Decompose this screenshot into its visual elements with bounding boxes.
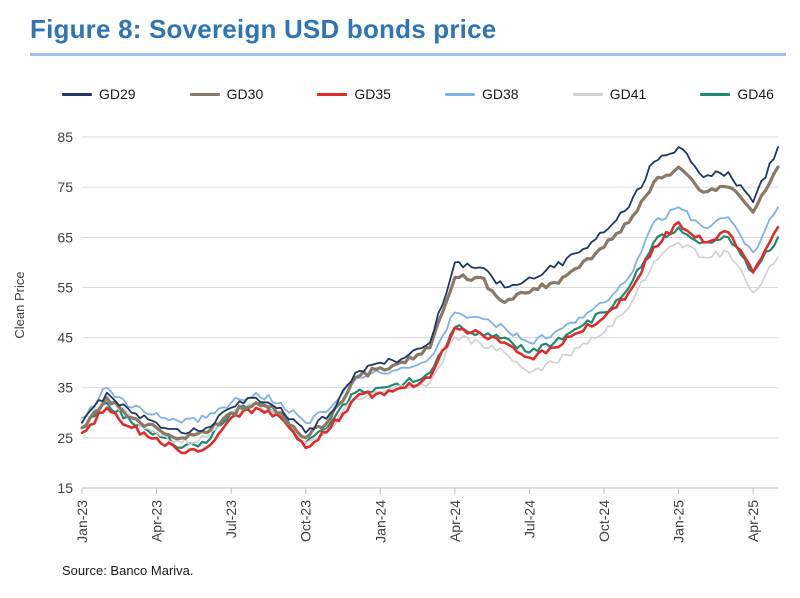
y-tick-label-25: 25 xyxy=(57,430,73,446)
x-tick-label-apr-25: Apr-25 xyxy=(745,500,761,542)
legend-label-gd41: GD41 xyxy=(609,86,647,102)
y-tick-label-65: 65 xyxy=(57,229,73,245)
legend-swatch-gd30 xyxy=(189,92,220,96)
x-tick-label-apr-24: Apr-24 xyxy=(447,500,463,542)
series-line-gd35 xyxy=(80,221,780,455)
legend-swatch-gd35 xyxy=(317,92,348,96)
legend-swatch-gd41 xyxy=(572,92,603,96)
x-tick-label-jan-24: Jan-24 xyxy=(372,500,388,543)
bond-price-chart: 15 25 35 45 55 65 75 85 Jan-23 Apr-23 Jul-23 Oct-23… xyxy=(12,129,780,543)
legend-label-gd30: GD30 xyxy=(226,86,264,102)
legend-swatch-gd29 xyxy=(62,92,92,96)
legend-label-gd29: GD29 xyxy=(99,86,136,102)
y-axis-title: Clean Price xyxy=(12,271,27,338)
legend-item-gd30: GD30 xyxy=(189,86,264,102)
y-tick-label-15: 15 xyxy=(57,480,73,496)
legend-label-gd46: GD46 xyxy=(737,86,774,102)
legend-item-gd46: GD46 xyxy=(700,86,774,102)
series-line-gd29 xyxy=(81,146,779,435)
series-line-gd30 xyxy=(80,165,780,441)
legend-label-gd35: GD35 xyxy=(354,86,391,102)
x-tick-label-jul-24: Jul-24 xyxy=(521,500,537,538)
x-tick-label-jan-23: Jan-23 xyxy=(74,500,90,543)
series-line-gd38 xyxy=(81,206,779,425)
legend-swatch-gd46 xyxy=(700,92,731,96)
y-tick-label-55: 55 xyxy=(57,279,73,295)
x-tick-label-oct-24: Oct-24 xyxy=(596,500,612,542)
legend-item-gd29: GD29 xyxy=(62,86,136,102)
x-tick-label-jan-25: Jan-25 xyxy=(671,500,687,543)
series-line-gd46 xyxy=(80,226,780,449)
y-tick-label-45: 45 xyxy=(57,330,73,346)
chart-legend: GD29 GD30 GD35 GD38 GD41 GD46 xyxy=(62,86,774,102)
series-line-gd41 xyxy=(81,241,779,446)
title-underline xyxy=(30,53,786,56)
figure-title: Figure 8: Sovereign USD bonds price xyxy=(30,14,497,44)
y-tick-label-85: 85 xyxy=(57,129,73,145)
legend-label-gd38: GD38 xyxy=(482,86,519,102)
legend-item-gd35: GD35 xyxy=(317,86,391,102)
x-tick-label-apr-23: Apr-23 xyxy=(149,500,165,542)
legend-swatch-gd38 xyxy=(445,92,476,96)
source-note: Source: Banco Mariva. xyxy=(62,563,194,578)
chart-area: 15 25 35 45 55 65 75 85 Jan-23 Apr-23 Jul-23 Oct-23… xyxy=(10,106,794,563)
y-tick-label-75: 75 xyxy=(57,179,73,195)
x-tick-label-jul-23: Jul-23 xyxy=(223,500,239,538)
legend-item-gd41: GD41 xyxy=(572,86,647,102)
y-tick-label-35: 35 xyxy=(57,380,73,396)
legend-item-gd38: GD38 xyxy=(445,86,519,102)
x-tick-label-oct-23: Oct-23 xyxy=(298,500,314,542)
